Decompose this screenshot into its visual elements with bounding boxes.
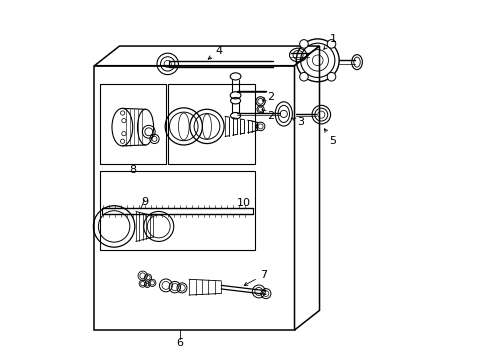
Circle shape (299, 72, 307, 81)
Text: 9: 9 (141, 197, 148, 207)
Text: 10: 10 (236, 198, 250, 208)
Text: 6: 6 (176, 338, 183, 347)
Text: 8: 8 (129, 165, 136, 175)
Bar (100, 84, 165, 164)
Bar (167, 84, 255, 164)
Text: 4: 4 (208, 46, 223, 59)
Polygon shape (294, 46, 319, 330)
Text: 3: 3 (291, 117, 304, 127)
Text: 7: 7 (244, 270, 267, 285)
Circle shape (326, 72, 335, 81)
Polygon shape (94, 46, 319, 66)
Text: 1: 1 (323, 34, 336, 49)
Bar (100, 171, 255, 249)
Text: 5: 5 (324, 129, 336, 147)
Circle shape (299, 40, 307, 48)
Text: 2: 2 (261, 109, 273, 121)
Text: 2: 2 (262, 92, 273, 102)
Bar (94, 66, 294, 330)
Circle shape (326, 40, 335, 48)
